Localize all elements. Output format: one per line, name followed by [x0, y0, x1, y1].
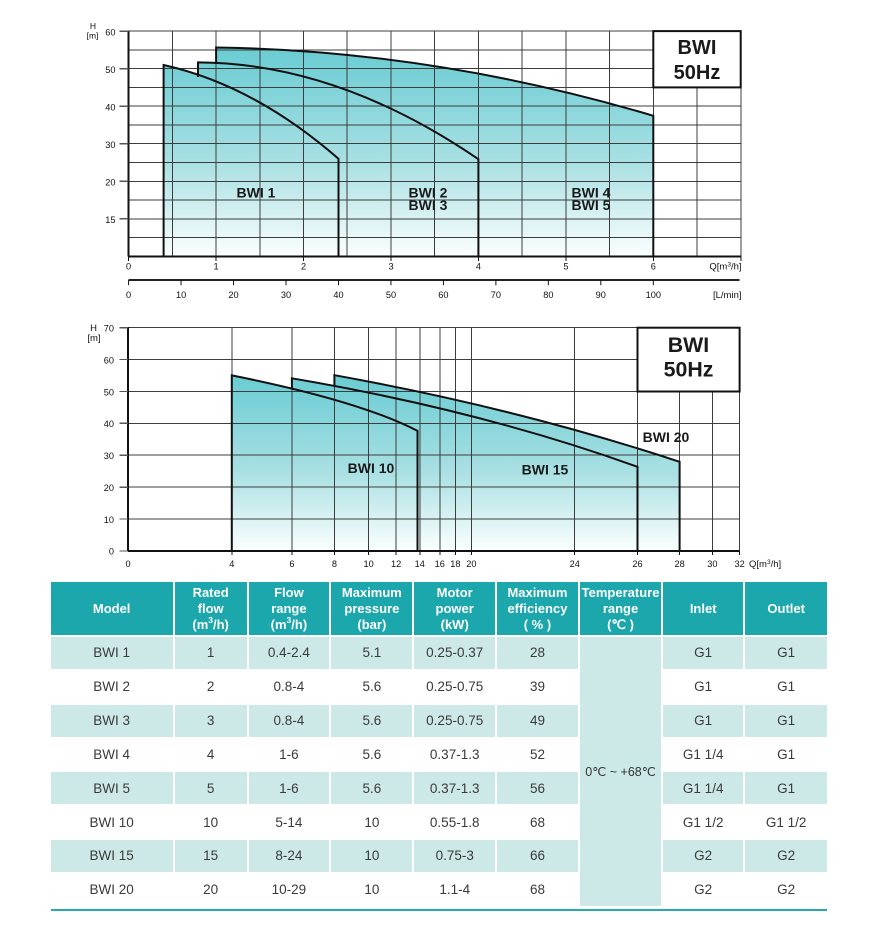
svg-text:4: 4	[476, 262, 481, 272]
svg-text:32: 32	[734, 559, 744, 569]
svg-text:6: 6	[651, 262, 656, 272]
svg-text:100: 100	[646, 290, 661, 300]
svg-text:30: 30	[104, 451, 114, 461]
svg-text:[m]: [m]	[87, 333, 100, 344]
svg-text:40: 40	[333, 290, 343, 300]
svg-text:1: 1	[214, 262, 219, 272]
svg-text:24: 24	[570, 559, 580, 569]
svg-text:BWI: BWI	[678, 37, 717, 59]
svg-text:14: 14	[415, 559, 425, 569]
svg-text:50: 50	[386, 290, 396, 300]
svg-text:12: 12	[391, 559, 401, 569]
svg-text:80: 80	[543, 290, 553, 300]
svg-text:0: 0	[109, 547, 114, 557]
svg-text:BWI: BWI	[668, 333, 709, 357]
svg-text:0: 0	[125, 559, 130, 569]
svg-text:90: 90	[596, 290, 606, 300]
svg-text:30: 30	[281, 290, 291, 300]
svg-text:4: 4	[229, 559, 234, 569]
svg-text:[m]: [m]	[87, 31, 99, 41]
svg-text:20: 20	[466, 559, 476, 569]
svg-text:60: 60	[438, 290, 448, 300]
svg-text:60: 60	[104, 355, 114, 365]
svg-text:10: 10	[363, 559, 373, 569]
svg-text:BWI 3: BWI 3	[409, 197, 448, 213]
svg-text:50: 50	[105, 65, 115, 75]
svg-text:0: 0	[126, 290, 131, 300]
svg-text:5: 5	[563, 262, 568, 272]
svg-text:60: 60	[105, 27, 115, 37]
svg-text:10: 10	[104, 515, 114, 525]
svg-text:BWI 1: BWI 1	[237, 185, 276, 201]
svg-text:30: 30	[707, 559, 717, 569]
svg-text:28: 28	[674, 559, 684, 569]
svg-text:6: 6	[289, 559, 294, 569]
svg-text:2: 2	[301, 262, 306, 272]
svg-text:[L/min]: [L/min]	[713, 290, 742, 301]
svg-text:0: 0	[126, 262, 131, 272]
svg-text:BWI 2: BWI 2	[409, 185, 448, 201]
svg-text:40: 40	[104, 419, 114, 429]
svg-text:10: 10	[176, 290, 186, 300]
svg-text:40: 40	[105, 102, 115, 112]
svg-text:70: 70	[491, 290, 501, 300]
svg-text:BWI 4: BWI 4	[572, 185, 611, 201]
svg-text:Q[m3/h]: Q[m3/h]	[709, 261, 741, 272]
svg-text:30: 30	[105, 140, 115, 150]
svg-text:20: 20	[105, 178, 115, 188]
svg-text:50: 50	[104, 387, 114, 397]
svg-text:H: H	[90, 21, 96, 31]
svg-text:H: H	[90, 323, 97, 334]
svg-text:8: 8	[332, 559, 337, 569]
svg-text:BWI 10: BWI 10	[348, 460, 395, 476]
svg-text:BWI 5: BWI 5	[572, 197, 611, 213]
svg-text:3: 3	[388, 262, 393, 272]
svg-text:50Hz: 50Hz	[664, 358, 714, 382]
svg-text:Q[m3/h]: Q[m3/h]	[749, 559, 781, 570]
svg-text:BWI 20: BWI 20	[643, 429, 690, 445]
svg-text:70: 70	[104, 324, 114, 334]
svg-text:BWI 15: BWI 15	[522, 462, 569, 478]
svg-text:26: 26	[632, 559, 642, 569]
svg-text:16: 16	[435, 559, 445, 569]
svg-text:20: 20	[104, 483, 114, 493]
svg-text:20: 20	[228, 290, 238, 300]
svg-text:50Hz: 50Hz	[674, 62, 721, 84]
svg-text:15: 15	[105, 215, 115, 225]
svg-text:18: 18	[450, 559, 460, 569]
